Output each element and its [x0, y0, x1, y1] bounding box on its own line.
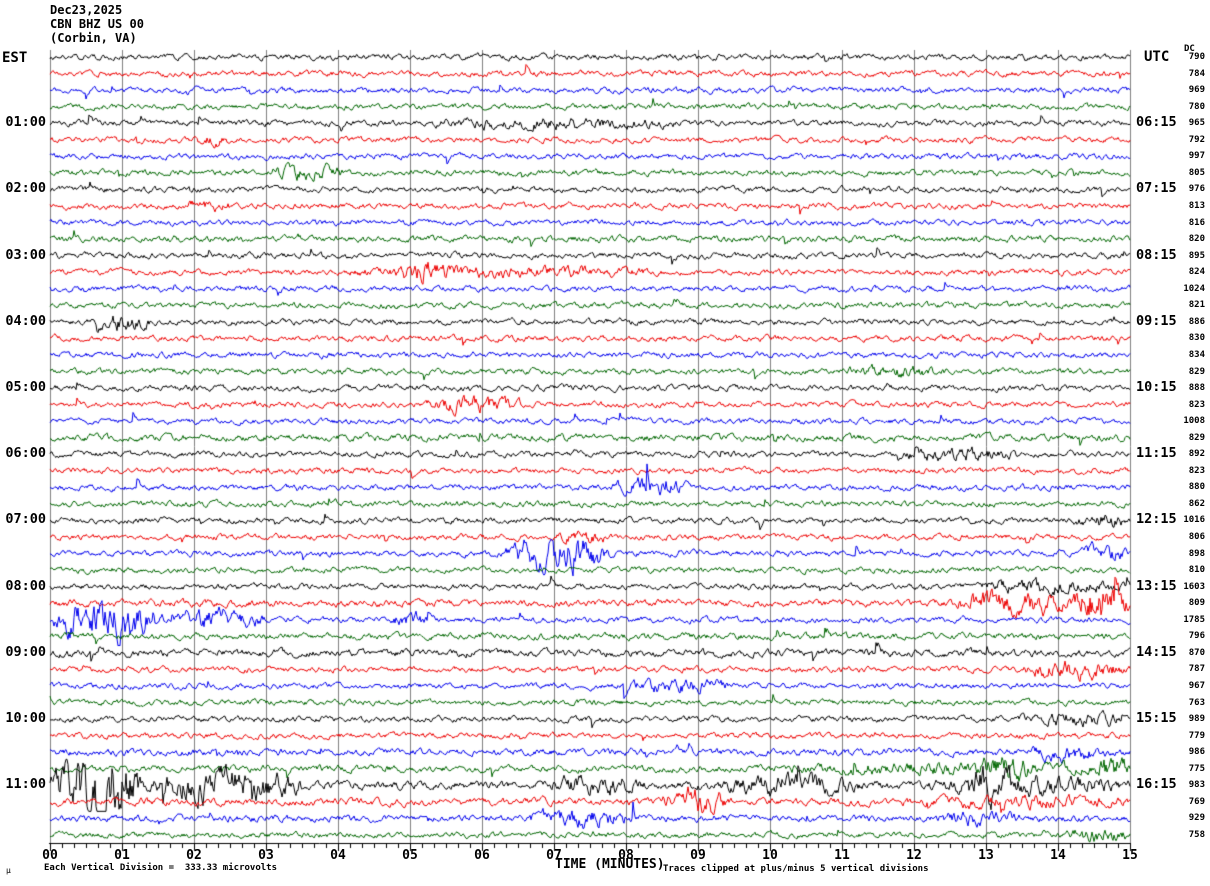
dc-column-header: DC — [1184, 44, 1195, 54]
dc-value: 976 — [1188, 184, 1205, 195]
dc-value: 969 — [1188, 85, 1205, 96]
right-timezone-header: UTC — [1144, 49, 1170, 65]
dc-value: 895 — [1188, 250, 1205, 261]
dc-value: 1016 — [1183, 515, 1205, 526]
dc-value: 967 — [1188, 681, 1205, 691]
dc-value: 892 — [1188, 449, 1205, 460]
dc-value: 880 — [1188, 482, 1205, 493]
dc-value: 813 — [1188, 200, 1205, 211]
dc-value: 820 — [1188, 234, 1205, 245]
x-tick-label: 13 — [978, 848, 994, 863]
left-timezone-header: EST — [2, 50, 28, 66]
dc-value: 792 — [1188, 134, 1205, 145]
x-tick-label: 01 — [114, 848, 130, 863]
dc-value: 763 — [1188, 697, 1205, 708]
left-time-label: 02:00 — [5, 180, 46, 197]
x-tick-label: 00 — [42, 848, 58, 863]
dc-value: 829 — [1188, 432, 1205, 443]
x-axis-title: TIME (MINUTES) — [555, 857, 665, 872]
dc-value: 983 — [1188, 780, 1205, 791]
dc-value: 834 — [1188, 349, 1205, 360]
left-time-label: 08:00 — [5, 577, 46, 594]
right-time-label: 14:15 — [1136, 643, 1177, 660]
x-tick-label: 08 — [618, 848, 634, 863]
x-tick-label: 06 — [474, 848, 490, 863]
dc-value: 1785 — [1183, 614, 1205, 625]
dc-value: 821 — [1188, 300, 1205, 311]
left-time-label: 06:00 — [5, 445, 46, 462]
x-tick-label: 05 — [402, 848, 418, 863]
dc-value: 862 — [1188, 498, 1205, 509]
x-tick-label: 03 — [258, 848, 274, 863]
left-time-label: 11:00 — [5, 776, 46, 793]
dc-value: 829 — [1188, 366, 1205, 377]
right-time-label: 13:15 — [1136, 577, 1177, 594]
dc-value: 1008 — [1183, 416, 1205, 427]
dc-value: 806 — [1188, 532, 1205, 543]
microvolt-corner-mark: µ — [6, 866, 11, 875]
dc-value: 784 — [1188, 68, 1205, 79]
left-time-label: 03:00 — [5, 246, 46, 263]
dc-value: 824 — [1188, 267, 1205, 278]
vertical-division-note: Each Vertical Division = 333.33 microvol… — [44, 863, 277, 873]
dc-value: 823 — [1188, 465, 1205, 476]
clipping-note: Traces clipped at plus/minus 5 vertical … — [663, 864, 929, 874]
right-time-label: 08:15 — [1136, 246, 1177, 263]
header-location: (Corbin, VA) — [50, 31, 137, 45]
dc-value: 790 — [1188, 52, 1205, 62]
right-time-label: 10:15 — [1136, 379, 1177, 396]
right-time-label: 07:15 — [1136, 180, 1177, 197]
dc-value: 775 — [1188, 763, 1205, 774]
dc-value: 888 — [1188, 383, 1205, 394]
left-time-label: 09:00 — [5, 643, 46, 660]
dc-value: 805 — [1188, 167, 1205, 178]
dc-value: 758 — [1188, 829, 1205, 840]
header-station: CBN BHZ US 00 — [50, 17, 144, 31]
x-tick-label: 09 — [690, 848, 706, 863]
dc-value: 898 — [1188, 548, 1205, 559]
right-time-label: 12:15 — [1136, 511, 1177, 528]
left-time-label: 04:00 — [5, 312, 46, 329]
dc-value: 830 — [1188, 333, 1205, 344]
dc-value: 989 — [1188, 714, 1205, 725]
header-date: Dec23,2025 — [50, 3, 123, 17]
right-time-label: 09:15 — [1136, 312, 1177, 329]
dc-value: 796 — [1188, 631, 1205, 642]
dc-value: 997 — [1188, 151, 1205, 162]
dc-value: 870 — [1188, 647, 1205, 658]
dc-value: 1603 — [1183, 581, 1205, 592]
dc-value: 965 — [1188, 118, 1205, 129]
left-time-label: 01:00 — [5, 114, 46, 131]
x-tick-label: 11 — [834, 848, 850, 863]
right-time-label: 16:15 — [1136, 776, 1177, 793]
right-time-label: 11:15 — [1136, 445, 1177, 462]
right-time-label: 15:15 — [1136, 710, 1177, 727]
dc-value: 787 — [1188, 664, 1205, 675]
left-time-label: 07:00 — [5, 511, 46, 528]
dc-value: 823 — [1188, 399, 1205, 410]
x-tick-label: 14 — [1050, 848, 1066, 863]
x-tick-label: 02 — [186, 848, 202, 863]
dc-value: 986 — [1188, 747, 1205, 758]
dc-value: 886 — [1188, 316, 1205, 327]
dc-value: 810 — [1188, 565, 1205, 576]
dc-value: 816 — [1188, 217, 1205, 228]
left-time-label: 10:00 — [5, 710, 46, 727]
right-time-label: 06:15 — [1136, 114, 1177, 131]
dc-value: 780 — [1188, 101, 1205, 112]
x-tick-label: 10 — [762, 848, 778, 863]
x-tick-label: 15 — [1122, 848, 1138, 863]
dc-value: 809 — [1188, 598, 1205, 609]
x-tick-label: 07 — [546, 848, 562, 863]
left-time-label: 05:00 — [5, 379, 46, 396]
x-tick-label: 12 — [906, 848, 922, 863]
x-tick-label: 04 — [330, 848, 346, 863]
dc-value: 769 — [1188, 796, 1205, 807]
dc-value: 1024 — [1183, 283, 1205, 294]
dc-value: 779 — [1188, 730, 1205, 741]
dc-value: 929 — [1188, 813, 1205, 824]
